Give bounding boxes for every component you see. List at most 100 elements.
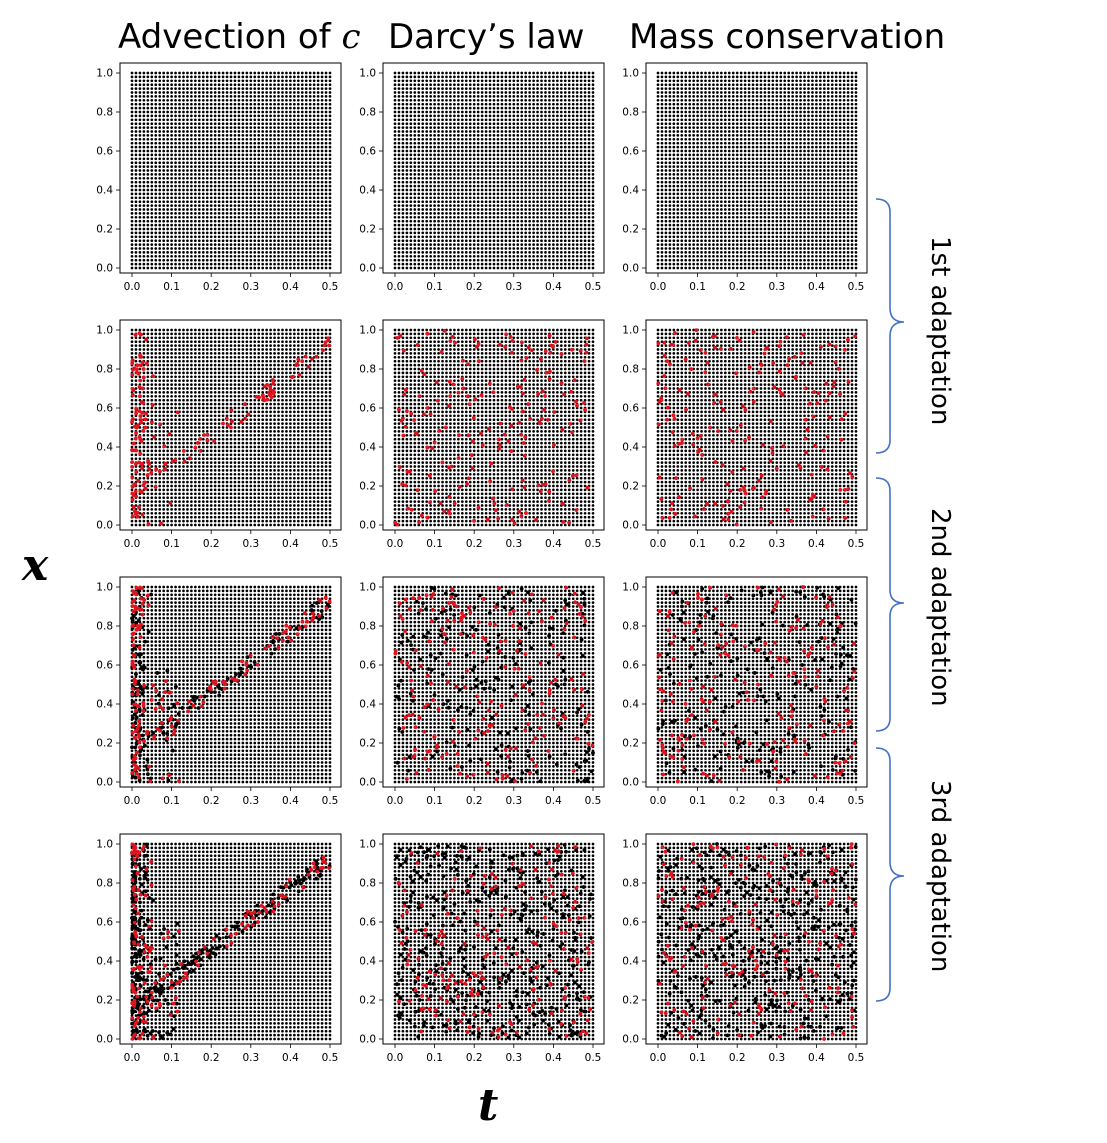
base-point (496, 235, 500, 239)
base-point (170, 71, 173, 75)
base-point (201, 200, 205, 204)
base-point (190, 215, 193, 219)
base-point (134, 180, 138, 184)
base-point (312, 134, 316, 137)
base-point (393, 223, 397, 227)
base-point (476, 83, 480, 87)
base-point (182, 79, 185, 83)
base-point (393, 114, 397, 118)
base-point (563, 71, 567, 75)
base-point (257, 79, 261, 83)
base-point (472, 266, 476, 270)
base-point (253, 254, 257, 258)
base-point (476, 145, 480, 149)
base-point (520, 212, 524, 215)
base-point (512, 243, 516, 246)
x-tick-label: 0.5 (322, 281, 339, 293)
base-point (285, 243, 288, 246)
base-point (504, 118, 508, 122)
base-point (401, 83, 405, 87)
base-point (241, 192, 245, 196)
base-point (300, 79, 304, 83)
base-point (130, 157, 134, 161)
base-point (194, 235, 197, 239)
base-point (241, 231, 245, 235)
base-point (293, 98, 296, 102)
base-point (209, 149, 213, 153)
base-point (449, 188, 452, 192)
base-point (273, 157, 276, 161)
base-point (293, 254, 296, 258)
base-point (429, 176, 432, 180)
base-point (316, 75, 320, 79)
base-point (197, 149, 201, 153)
base-point (233, 258, 237, 262)
base-point (453, 165, 456, 168)
base-point (468, 141, 472, 145)
base-point (300, 258, 304, 262)
base-point (457, 134, 460, 137)
base-point (197, 137, 201, 141)
base-point (409, 184, 413, 188)
base-point (190, 188, 193, 192)
base-point (134, 173, 138, 176)
base-point (516, 215, 520, 219)
base-point (567, 258, 571, 262)
base-point (397, 114, 401, 118)
base-point (281, 169, 284, 172)
base-point (253, 141, 257, 145)
base-point (453, 176, 456, 180)
base-point (504, 110, 508, 114)
base-point (488, 231, 492, 235)
base-point (190, 145, 193, 149)
base-point (575, 251, 579, 254)
base-point (472, 91, 476, 94)
base-point (245, 231, 249, 235)
base-point (237, 196, 241, 200)
base-point (425, 126, 429, 129)
base-point (142, 98, 146, 102)
base-point (194, 180, 197, 184)
base-point (249, 180, 253, 184)
base-point (480, 215, 484, 219)
x-tick-label: 0.3 (242, 281, 259, 293)
base-point (304, 165, 308, 168)
base-point (138, 126, 142, 129)
base-point (142, 79, 146, 83)
base-point (468, 71, 472, 75)
base-point (308, 254, 312, 258)
base-point (520, 91, 524, 94)
base-point (150, 239, 154, 243)
base-point (213, 98, 217, 102)
base-point (504, 212, 508, 215)
base-point (449, 149, 452, 153)
base-point (217, 251, 221, 254)
base-point (194, 165, 197, 168)
base-point (225, 114, 229, 118)
base-point (293, 215, 296, 219)
base-point (178, 71, 181, 75)
base-point (484, 83, 488, 87)
base-point (516, 141, 520, 145)
base-point (472, 227, 476, 231)
base-point (150, 223, 154, 227)
base-point (429, 254, 432, 258)
base-point (138, 157, 142, 161)
base-point (413, 227, 417, 231)
base-point (445, 122, 448, 126)
base-point (308, 173, 312, 176)
base-point (293, 95, 296, 98)
base-point (524, 251, 528, 254)
base-point (229, 227, 233, 231)
base-point (516, 157, 520, 161)
base-point (512, 106, 516, 110)
base-point (540, 239, 543, 243)
base-point (285, 79, 288, 83)
base-point (289, 110, 292, 114)
base-point (265, 157, 268, 161)
base-point (277, 106, 280, 110)
base-point (433, 110, 436, 114)
base-point (316, 95, 320, 98)
base-point (417, 254, 421, 258)
base-point (225, 215, 229, 219)
